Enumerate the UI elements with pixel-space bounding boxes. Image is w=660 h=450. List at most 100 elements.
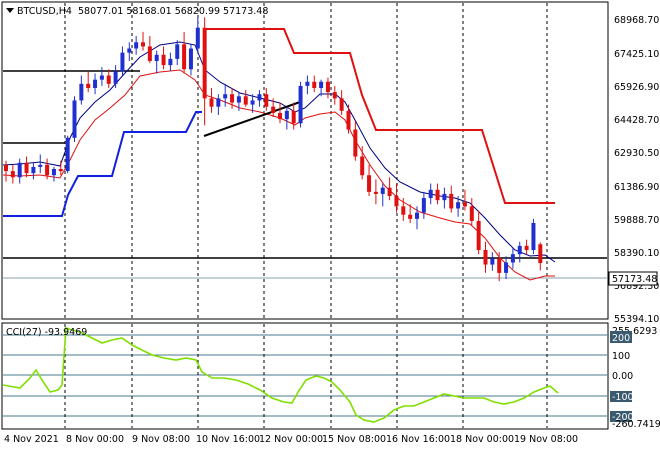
candle-body [17, 162, 22, 178]
candle-body [469, 206, 474, 221]
candle-body [168, 58, 173, 66]
ohlc-label: 58077.01 58168.01 56820.99 57173.48 [78, 6, 268, 17]
candle-body [79, 83, 84, 101]
candle-body [58, 169, 63, 172]
time-tick: 15 Nov 08:00 [322, 434, 386, 445]
candle-body [120, 52, 125, 72]
candle-body [421, 198, 426, 213]
candle-body [517, 245, 522, 255]
cci-tick: -260.7419 [612, 419, 660, 430]
candle-body [65, 137, 70, 172]
candle-body [154, 54, 159, 61]
time-tick: 16 Nov 16:00 [386, 434, 450, 445]
price-tick: 56892.30 [614, 281, 659, 292]
candle-body [408, 214, 413, 219]
price-tick: 58390.10 [614, 248, 659, 259]
candle-body [497, 258, 502, 273]
candle-body [250, 100, 255, 105]
candle-body [31, 166, 36, 174]
cci-levels [3, 334, 607, 417]
candle-body [504, 262, 509, 273]
candle-body [51, 169, 56, 176]
price-tick: 65926.90 [614, 82, 659, 93]
candle-body [141, 42, 145, 47]
price-tick: 61386.90 [614, 182, 659, 193]
candle-body [106, 75, 111, 84]
candle-body [134, 42, 139, 49]
price-axis: 68968.70 67425.10 65926.90 64428.70 6293… [614, 15, 659, 325]
candle-body [113, 71, 118, 84]
candle-body [202, 27, 207, 99]
time-tick: 10 Nov 16:00 [196, 434, 260, 445]
lower-channel-line [3, 111, 202, 217]
candle-body [72, 100, 77, 138]
candle-body [373, 191, 378, 194]
price-tick: 59888.70 [614, 215, 659, 226]
candle-body [223, 94, 228, 99]
candle-body [360, 156, 365, 176]
candle-body [161, 54, 166, 66]
price-tick: 67425.10 [614, 49, 659, 60]
candle-body [278, 112, 282, 120]
time-axis: 4 Nov 2021 8 Nov 00:00 9 Nov 08:00 10 No… [4, 434, 578, 445]
upper-channel-line [204, 28, 555, 204]
candle-body [380, 187, 385, 194]
candle-body [127, 48, 132, 53]
cci-label: CCI(27) -93.9469 [6, 327, 87, 338]
time-tick: 9 Nov 08:00 [132, 434, 190, 445]
time-tick: 12 Nov 00:00 [259, 434, 323, 445]
candle-body [271, 106, 276, 113]
candle-body [4, 164, 8, 172]
candle-body [490, 258, 495, 265]
candle-body [401, 206, 406, 215]
candle-body [456, 202, 461, 209]
price-tick: 55394.10 [614, 314, 659, 325]
candle-body [442, 193, 447, 201]
moving-average-red [2, 69, 555, 281]
current-price-label: 57173.48 [612, 274, 657, 285]
candle-body [524, 245, 529, 251]
cci-tick-200: 200 [612, 333, 630, 344]
candle-body [332, 92, 337, 99]
candle-body [483, 250, 488, 265]
candle-body [284, 110, 289, 120]
cci-line [2, 326, 559, 423]
candle-body [99, 75, 104, 80]
candle-body [230, 94, 235, 103]
candle-body [257, 94, 262, 101]
candle-body [325, 81, 330, 93]
down-triangle-icon[interactable] [6, 8, 14, 13]
candle-body [38, 164, 43, 167]
candle-body [236, 96, 241, 103]
candle-body [339, 98, 344, 111]
time-tick: 19 Nov 08:00 [514, 434, 578, 445]
candle-body [209, 98, 214, 107]
chart-header: BTCUSD,H4 58077.01 58168.01 56820.99 571… [6, 6, 268, 17]
time-tick: 4 Nov 2021 [4, 434, 59, 445]
cci-tick-minus-100: -100 [612, 392, 634, 403]
candle-body [10, 171, 15, 178]
candle-body [538, 244, 543, 264]
current-price-tag: 57173.48 [608, 271, 658, 286]
candle-body [319, 81, 324, 88]
candle-body [305, 81, 310, 86]
time-grid [64, 3, 548, 428]
price-tick: 68968.70 [614, 15, 659, 26]
candle-body [188, 48, 193, 70]
symbol-label: BTCUSD,H4 [17, 6, 72, 17]
candle-body [175, 44, 180, 59]
candle-body [291, 110, 296, 124]
cci-axis: 255.6293 200 100 0.00 -100 -200 -260.741… [610, 326, 660, 430]
trend-line [203, 101, 301, 137]
candle-body [476, 220, 481, 251]
candle-body [387, 187, 392, 197]
candle-body [264, 94, 269, 107]
candle-body [435, 189, 440, 201]
candle-body [298, 85, 303, 124]
candle-body [243, 96, 248, 105]
candle-body [182, 44, 187, 70]
cci-tick: 0.00 [612, 371, 633, 382]
candle-body [346, 110, 351, 130]
candlestick-series [4, 17, 543, 282]
